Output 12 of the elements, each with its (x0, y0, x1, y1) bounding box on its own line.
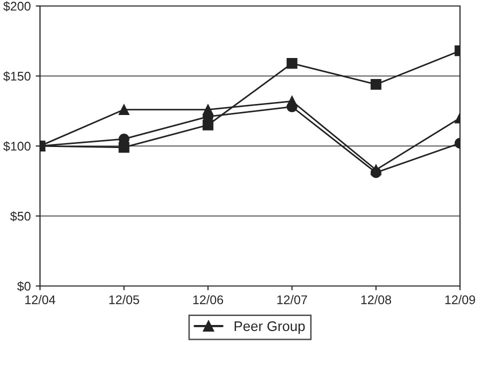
y-tick-label: $50 (10, 211, 30, 222)
legend-label: Peer Group (234, 321, 305, 334)
x-tick-label: 12/05 (109, 295, 140, 304)
x-tick-label: 12/06 (193, 295, 224, 304)
y-tick-label: $100 (3, 141, 30, 152)
x-tick-label: 12/07 (277, 295, 308, 304)
x-tick-label: 12/04 (25, 295, 56, 304)
x-tick-label: 12/08 (361, 295, 392, 304)
x-tick-label: 12/09 (445, 295, 476, 304)
y-tick-label: $0 (17, 281, 30, 292)
y-tick-label: $150 (3, 71, 30, 82)
y-tick-label: $200 (3, 1, 30, 12)
